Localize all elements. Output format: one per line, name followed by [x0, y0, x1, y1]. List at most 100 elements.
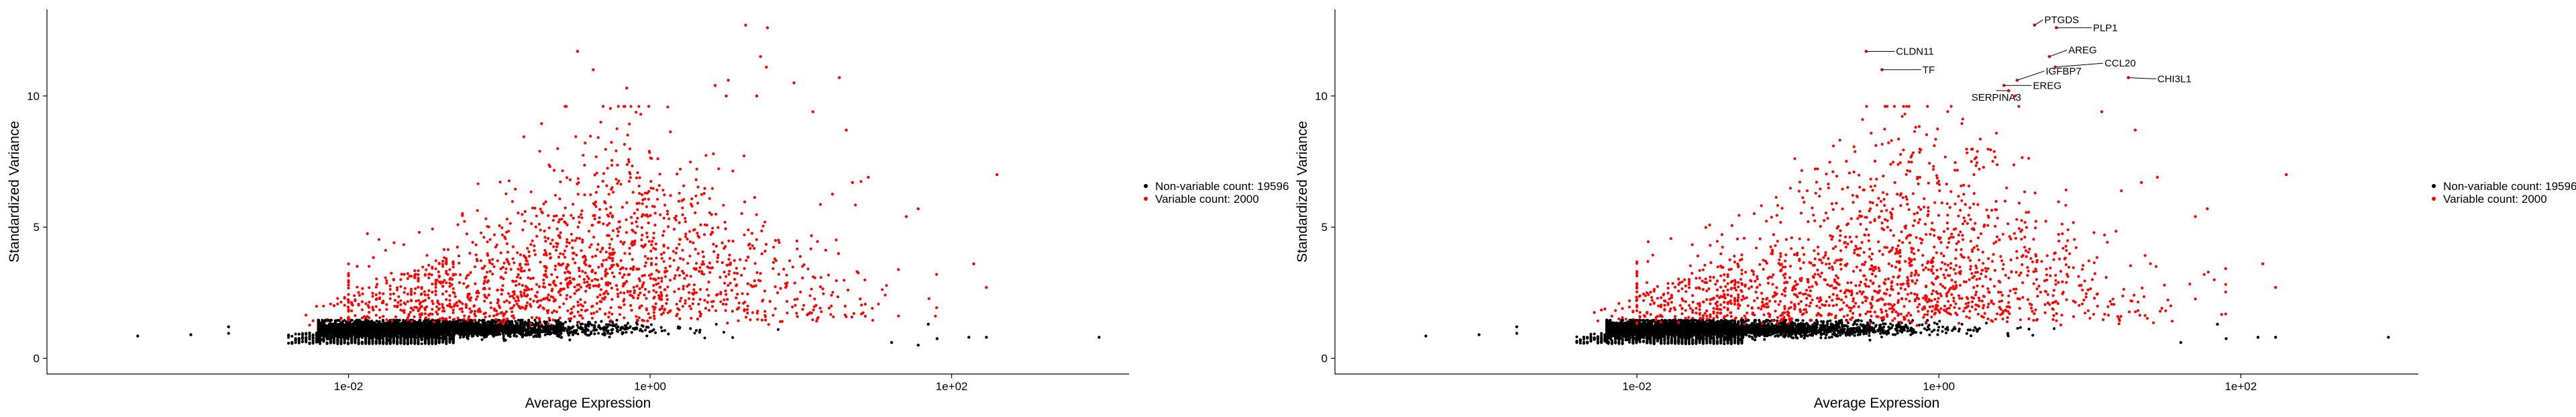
- non-variable-point: [595, 328, 598, 332]
- non-variable-point: [626, 322, 630, 325]
- variable-point: [360, 308, 364, 312]
- non-variable-point: [308, 331, 311, 335]
- variable-point: [360, 316, 364, 320]
- variable-point: [371, 291, 374, 295]
- variable-point: [332, 304, 336, 308]
- non-variable-point: [336, 340, 339, 344]
- non-variable-point: [381, 320, 385, 323]
- non-variable-point: [382, 342, 385, 345]
- non-variable-point: [378, 340, 382, 344]
- non-variable-point: [451, 340, 455, 343]
- non-variable-point: [434, 340, 437, 344]
- variable-point: [409, 287, 413, 291]
- variable-point: [357, 291, 360, 294]
- non-variable-point: [364, 338, 368, 342]
- variable-point: [451, 265, 455, 269]
- variable-point: [399, 303, 402, 306]
- variable-point: [368, 310, 371, 314]
- non-variable-point: [647, 326, 650, 329]
- variable-point: [339, 300, 343, 304]
- non-variable-point: [616, 325, 620, 328]
- variable-point: [368, 300, 371, 304]
- variable-point: [396, 286, 399, 289]
- variable-point: [441, 285, 445, 288]
- non-variable-point: [689, 327, 692, 330]
- non-variable-point: [346, 341, 350, 344]
- non-variable-point: [431, 339, 434, 342]
- variable-point: [445, 289, 448, 293]
- non-variable-point: [722, 330, 726, 334]
- non-variable-point: [641, 324, 645, 328]
- variable-point: [417, 279, 420, 283]
- non-variable-point: [406, 338, 409, 342]
- variable-point: [382, 315, 385, 318]
- variable-point: [431, 282, 434, 286]
- variable-point: [427, 296, 431, 299]
- variable-point: [402, 273, 406, 276]
- non-variable-point: [576, 332, 580, 336]
- non-variable-point: [294, 332, 297, 336]
- non-variable-point: [608, 335, 611, 338]
- variable-point: [385, 303, 388, 306]
- non-variable-point: [336, 338, 339, 341]
- non-variable-point: [522, 334, 525, 337]
- non-variable-point: [533, 318, 537, 322]
- non-variable-point: [399, 340, 402, 344]
- variable-point: [406, 292, 409, 295]
- non-variable-point: [564, 320, 568, 324]
- non-variable-point: [597, 332, 600, 335]
- non-variable-point: [287, 333, 290, 336]
- variable-point: [388, 297, 392, 300]
- variable-point: [423, 273, 427, 277]
- non-variable-point: [597, 324, 600, 327]
- non-variable-point: [343, 340, 346, 344]
- non-variable-point: [392, 340, 396, 343]
- non-variable-point: [629, 325, 632, 328]
- variable-point: [305, 314, 308, 317]
- variable-point: [311, 319, 315, 322]
- variable-point: [374, 305, 378, 308]
- non-variable-point: [409, 342, 413, 345]
- variable-point: [343, 304, 346, 307]
- non-variable-point: [652, 328, 655, 331]
- non-variable-point: [695, 329, 698, 332]
- non-variable-point: [332, 338, 336, 342]
- non-variable-point: [480, 338, 484, 341]
- variable-point: [448, 302, 451, 306]
- non-variable-point: [659, 326, 663, 329]
- non-variable-point: [350, 340, 354, 344]
- non-variable-point: [308, 337, 311, 341]
- variable-point: [434, 281, 437, 285]
- non-variable-point: [386, 338, 390, 342]
- non-variable-point: [731, 336, 735, 339]
- variable-point: [385, 281, 388, 285]
- variable-point: [336, 302, 339, 306]
- non-variable-point: [615, 318, 619, 322]
- non-variable-point: [624, 327, 627, 331]
- non-variable-point: [417, 340, 420, 344]
- non-variable-point: [594, 320, 597, 324]
- variable-point: [388, 284, 392, 287]
- non-variable-point: [319, 338, 323, 341]
- non-variable-point: [592, 328, 596, 332]
- non-variable-point: [368, 340, 371, 343]
- variable-point: [413, 269, 417, 273]
- variable-point: [322, 304, 325, 308]
- variable-point: [409, 290, 413, 293]
- variable-point: [448, 268, 451, 271]
- non-variable-point: [420, 342, 423, 345]
- variable-point: [385, 308, 388, 311]
- variable-point: [451, 287, 455, 290]
- variable-point: [378, 308, 382, 312]
- non-variable-point: [458, 318, 462, 322]
- non-variable-point: [305, 336, 308, 340]
- variable-point: [431, 291, 434, 294]
- variable-point: [399, 299, 402, 302]
- variable-point: [388, 287, 392, 291]
- variable-point: [451, 311, 455, 314]
- non-variable-point: [301, 336, 305, 339]
- non-variable-point: [357, 342, 360, 345]
- non-variable-point: [305, 338, 308, 342]
- variable-point: [399, 278, 402, 281]
- non-variable-point: [660, 329, 663, 332]
